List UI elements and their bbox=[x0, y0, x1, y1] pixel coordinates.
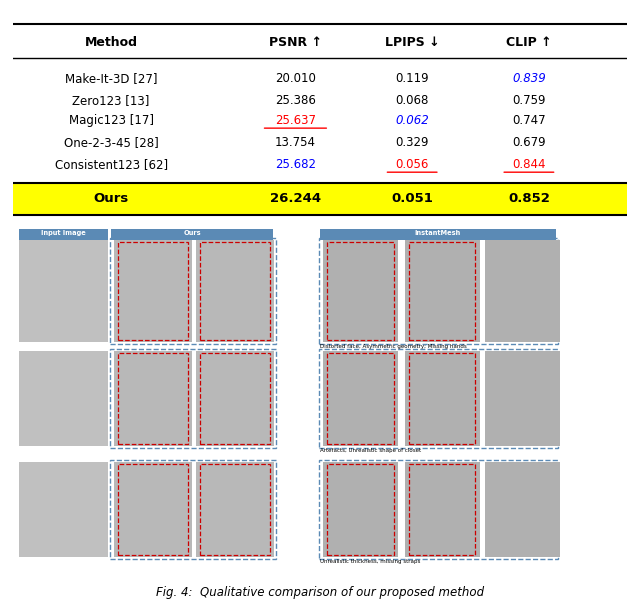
Bar bbox=[404, 462, 480, 558]
Text: Consistent123 [62]: Consistent123 [62] bbox=[54, 158, 168, 171]
Bar bbox=[319, 349, 558, 448]
Text: 26.244: 26.244 bbox=[270, 192, 321, 205]
Bar bbox=[200, 353, 269, 444]
Bar bbox=[323, 351, 398, 446]
Bar bbox=[319, 238, 558, 344]
Text: 0.062: 0.062 bbox=[396, 114, 429, 127]
Text: LPIPS ↓: LPIPS ↓ bbox=[385, 36, 440, 49]
Bar bbox=[114, 351, 192, 446]
Text: PSNR ↑: PSNR ↑ bbox=[269, 36, 322, 49]
Bar bbox=[404, 351, 480, 446]
Text: 20.010: 20.010 bbox=[275, 72, 316, 85]
Bar bbox=[111, 238, 276, 344]
Bar bbox=[114, 462, 192, 558]
Text: 0.051: 0.051 bbox=[391, 192, 433, 205]
Bar bbox=[404, 239, 480, 342]
Bar bbox=[200, 242, 269, 340]
Bar bbox=[196, 351, 274, 446]
Bar bbox=[111, 226, 273, 239]
Bar bbox=[484, 239, 559, 342]
Bar bbox=[200, 464, 269, 555]
Text: InstantMesh: InstantMesh bbox=[415, 230, 461, 236]
Bar bbox=[111, 349, 276, 448]
Text: Distorted face, Asymmetric geometry; Missing hands: Distorted face, Asymmetric geometry; Mis… bbox=[320, 344, 467, 349]
Text: Ours: Ours bbox=[93, 192, 129, 205]
Text: 0.844: 0.844 bbox=[512, 158, 546, 171]
Text: 0.747: 0.747 bbox=[512, 114, 546, 127]
Text: Input Image: Input Image bbox=[41, 230, 86, 236]
Text: 0.068: 0.068 bbox=[396, 94, 429, 107]
Text: 25.386: 25.386 bbox=[275, 94, 316, 107]
Bar bbox=[111, 460, 276, 559]
Text: CLIP ↑: CLIP ↑ bbox=[506, 36, 552, 49]
Text: 0.679: 0.679 bbox=[512, 136, 546, 149]
Bar bbox=[19, 226, 108, 239]
FancyBboxPatch shape bbox=[13, 182, 627, 215]
Text: 0.852: 0.852 bbox=[508, 192, 550, 205]
Bar bbox=[320, 226, 556, 239]
Text: Ours: Ours bbox=[184, 230, 201, 236]
Bar bbox=[409, 242, 476, 340]
Bar bbox=[328, 242, 394, 340]
Text: 25.682: 25.682 bbox=[275, 158, 316, 171]
Bar bbox=[484, 351, 559, 446]
Text: Unrealistic thickness, missing straps: Unrealistic thickness, missing straps bbox=[320, 559, 420, 564]
Bar bbox=[409, 353, 476, 444]
Text: 0.839: 0.839 bbox=[512, 72, 546, 85]
Bar bbox=[114, 239, 192, 342]
Text: Zero123 [13]: Zero123 [13] bbox=[72, 94, 150, 107]
Text: Make-It-3D [27]: Make-It-3D [27] bbox=[65, 72, 157, 85]
Bar bbox=[328, 353, 394, 444]
Text: 0.056: 0.056 bbox=[396, 158, 429, 171]
Bar bbox=[19, 351, 108, 446]
Bar bbox=[118, 242, 188, 340]
Bar bbox=[118, 353, 188, 444]
Bar bbox=[19, 462, 108, 558]
Text: 25.637: 25.637 bbox=[275, 114, 316, 127]
Bar bbox=[323, 462, 398, 558]
Bar bbox=[118, 464, 188, 555]
Text: Fig. 4:  Qualitative comparison of our proposed method: Fig. 4: Qualitative comparison of our pr… bbox=[156, 586, 484, 599]
Bar bbox=[328, 464, 394, 555]
Bar bbox=[319, 460, 558, 559]
Text: 13.754: 13.754 bbox=[275, 136, 316, 149]
Bar bbox=[484, 462, 559, 558]
Bar bbox=[196, 462, 274, 558]
Text: 0.759: 0.759 bbox=[512, 94, 546, 107]
Bar bbox=[323, 239, 398, 342]
Text: Magic123 [17]: Magic123 [17] bbox=[68, 114, 154, 127]
Bar bbox=[196, 239, 274, 342]
Text: 0.329: 0.329 bbox=[396, 136, 429, 149]
Text: Method: Method bbox=[84, 36, 138, 49]
Text: One-2-3-45 [28]: One-2-3-45 [28] bbox=[64, 136, 159, 149]
Bar bbox=[19, 239, 108, 342]
Bar bbox=[409, 464, 476, 555]
Text: 0.119: 0.119 bbox=[396, 72, 429, 85]
Text: Artefacts, Unrealistic shape of closet: Artefacts, Unrealistic shape of closet bbox=[320, 448, 421, 453]
